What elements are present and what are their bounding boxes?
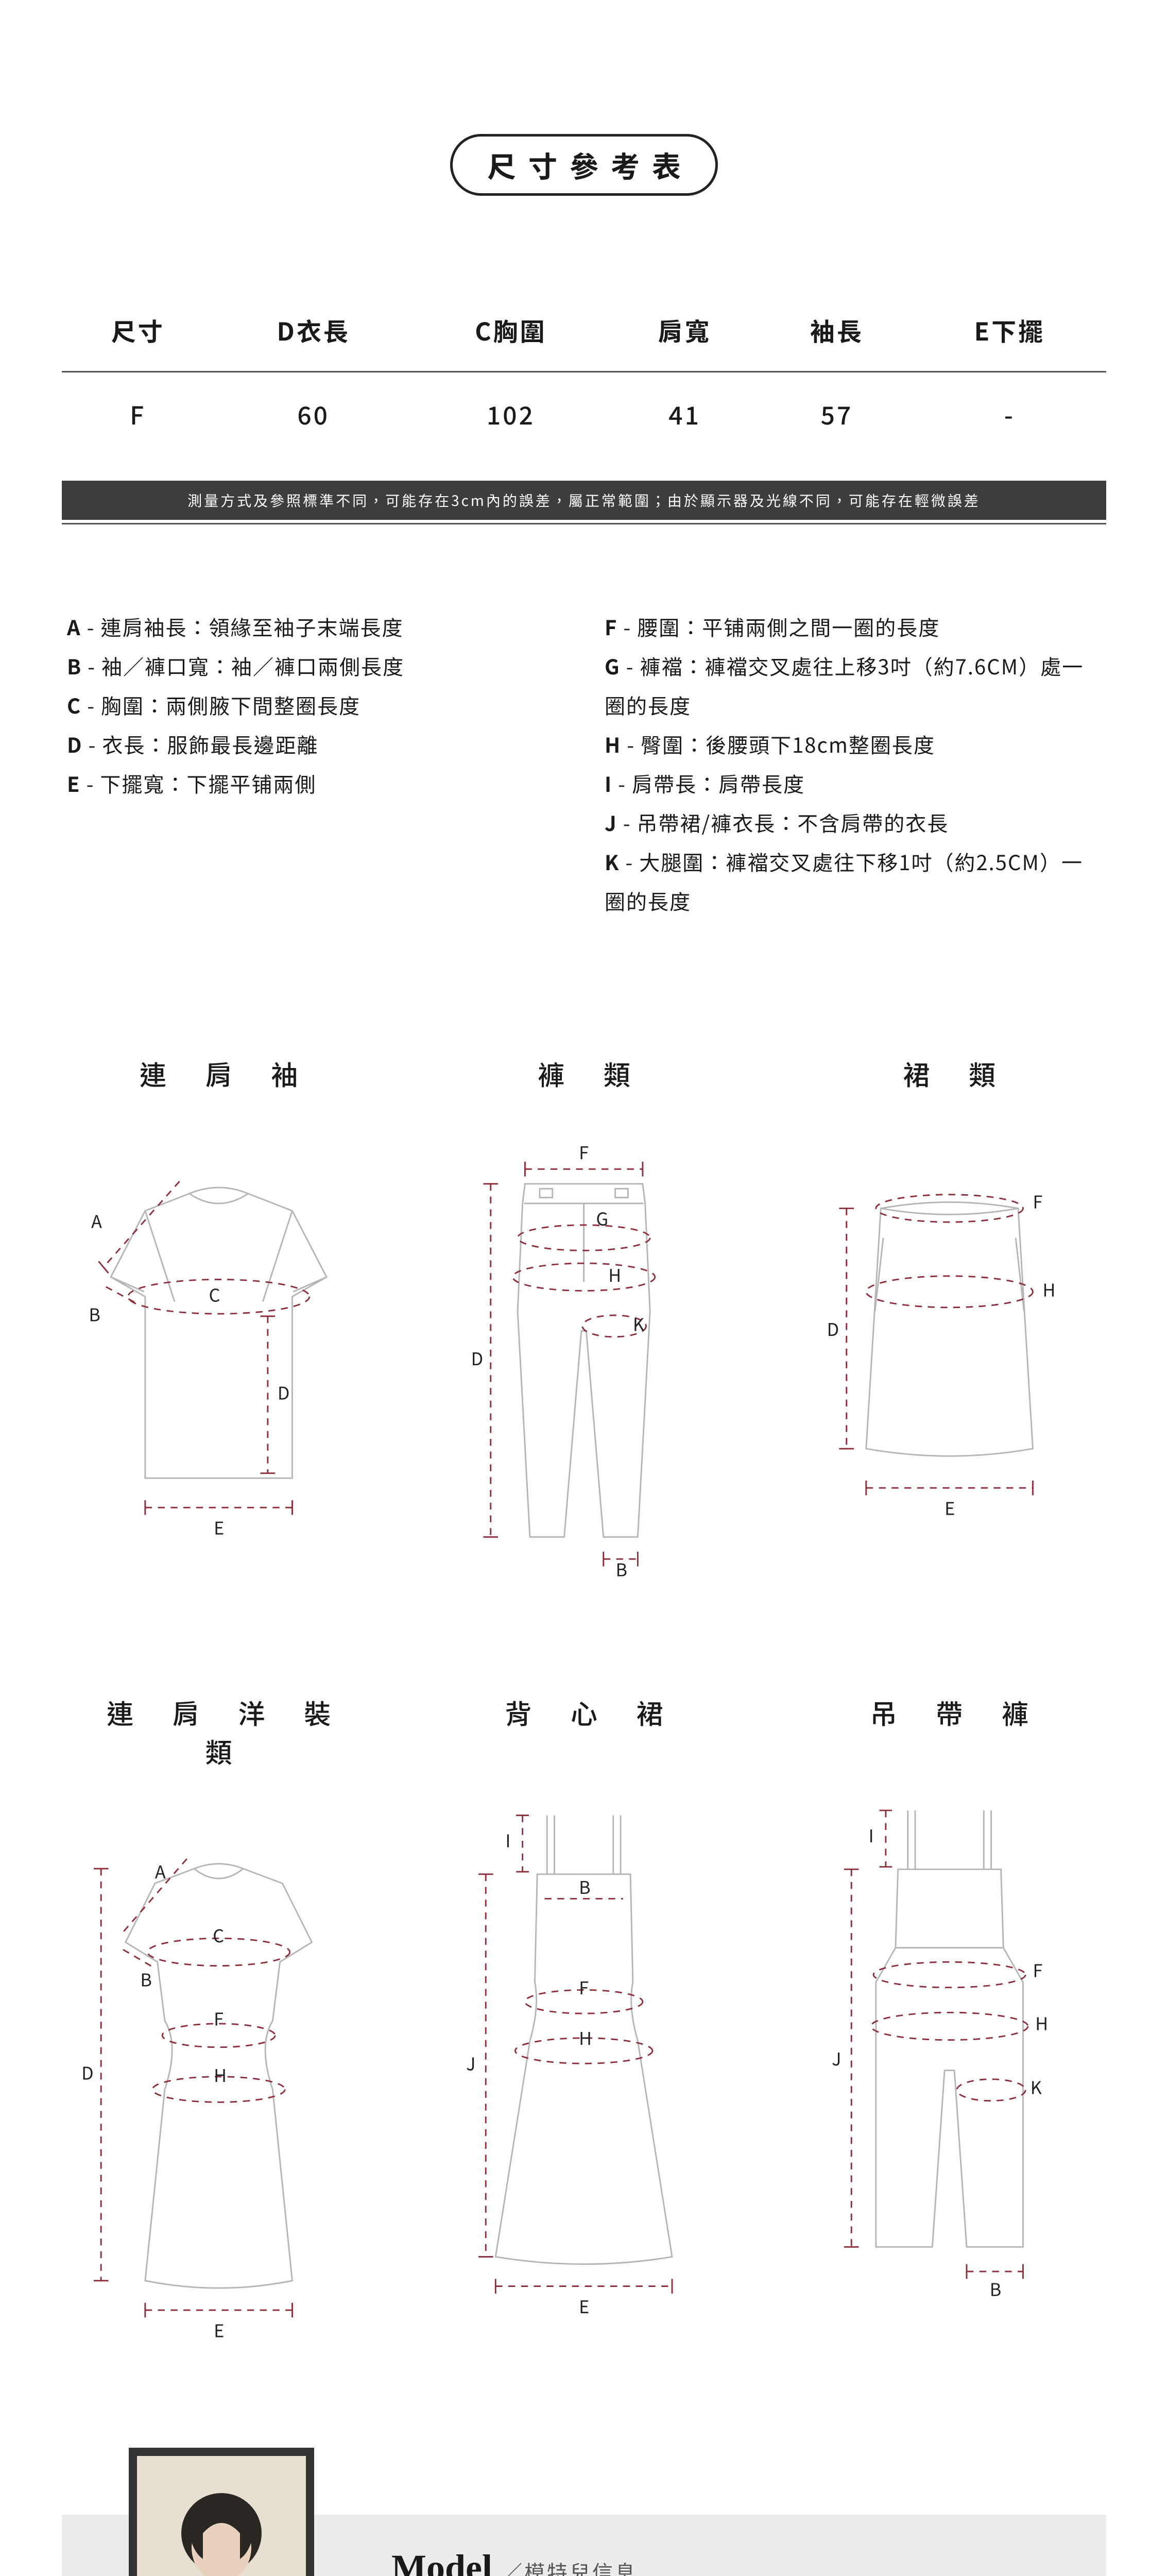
diagram-pants: F G H K D B <box>427 1124 741 1587</box>
legend: A - 連肩袖長：領緣至袖子末端長度 B - 袖／褲口寬：袖／褲口兩側長度 C … <box>62 607 1106 920</box>
divider <box>62 523 1106 524</box>
svg-text:D: D <box>827 1315 839 1341</box>
diagram-title-raglan-dress: 連 肩 洋 裝 類 <box>62 1693 375 1770</box>
legend-e: E - 下擺寬：下擺平铺兩側 <box>67 764 563 803</box>
diagram-cami-dress: I B F H J E <box>427 1762 741 2329</box>
svg-text:J: J <box>466 2050 475 2076</box>
svg-text:D: D <box>278 1379 290 1405</box>
svg-text:I: I <box>868 1822 873 1848</box>
th-chest: C胸圍 <box>413 289 609 372</box>
svg-text:F: F <box>579 1139 589 1164</box>
diagram-grid: 連 肩 袖 A B C <box>62 1054 1106 2370</box>
size-table: 尺寸 D衣長 C胸圍 肩寬 袖長 E下擺 F 60 102 41 57 - <box>62 289 1106 455</box>
svg-text:B: B <box>579 1873 591 1899</box>
svg-text:D: D <box>81 2059 94 2084</box>
svg-text:C: C <box>209 1281 220 1307</box>
svg-text:B: B <box>89 1300 100 1326</box>
svg-text:K: K <box>1030 2073 1041 2099</box>
disclaimer-bar: 測量方式及參照標準不同，可能存在3cm內的誤差，屬正常範圍；由於顯示器及光線不同… <box>62 481 1106 523</box>
svg-text:E: E <box>214 2316 224 2342</box>
svg-text:H: H <box>579 2024 592 2050</box>
svg-text:H: H <box>1042 1276 1055 1302</box>
legend-d: D - 衣長：服飾最長邊距離 <box>67 724 563 764</box>
legend-h: H - 臀圍：後腰頭下18cm整圈長度 <box>605 724 1101 764</box>
svg-text:F: F <box>579 1974 589 1999</box>
diagram-title-pants: 褲 類 <box>427 1054 741 1093</box>
svg-text:A: A <box>91 1207 102 1233</box>
legend-a: A - 連肩袖長：領緣至袖子末端長度 <box>67 607 563 646</box>
legend-k: K - 大腿圍：褲襠交叉處往下移1吋（約2.5CM）一圈的長度 <box>605 842 1101 920</box>
table-row: F 60 102 41 57 - <box>62 372 1106 455</box>
diagram-title-overalls: 吊 帶 褲 <box>793 1693 1106 1732</box>
svg-text:E: E <box>579 2293 589 2318</box>
diagram-title-skirt: 裙 類 <box>793 1054 1106 1093</box>
svg-text:D: D <box>471 1345 484 1370</box>
diagram-title-raglan: 連 肩 袖 <box>62 1054 375 1093</box>
diagram-raglan: A B C D E <box>62 1124 375 1587</box>
legend-g: G - 褲襠：褲襠交叉處往上移3吋（約7.6CM）處一圈的長度 <box>605 646 1101 724</box>
svg-text:K: K <box>633 1310 644 1336</box>
svg-text:H: H <box>1035 2010 1048 2036</box>
diagram-overalls: I F H K J B <box>793 1762 1106 2329</box>
svg-text:E: E <box>944 1494 955 1520</box>
svg-text:I: I <box>506 1826 511 1852</box>
svg-text:F: F <box>214 2005 224 2031</box>
th-sleeve: 袖長 <box>761 289 913 372</box>
svg-text:H: H <box>609 1261 622 1287</box>
legend-f: F - 腰圍：平铺兩側之間一圈的長度 <box>605 607 1101 646</box>
svg-text:G: G <box>596 1205 609 1231</box>
legend-b: B - 袖／褲口寬：袖／褲口兩側長度 <box>67 646 563 685</box>
svg-text:B: B <box>989 2276 1001 2301</box>
svg-text:F: F <box>1033 1957 1042 1982</box>
svg-text:H: H <box>214 2061 227 2087</box>
th-hem: E下擺 <box>913 289 1106 372</box>
svg-text:J: J <box>832 2045 841 2071</box>
legend-i: I - 肩帶長：肩帶長度 <box>605 764 1101 803</box>
diagram-raglan-dress: A B C F H D <box>62 1801 375 2368</box>
legend-c: C - 胸圍：兩側腋下間整圈長度 <box>67 685 563 724</box>
th-size: 尺寸 <box>62 289 214 372</box>
th-length: D衣長 <box>214 289 413 372</box>
svg-text:C: C <box>213 1922 224 1947</box>
svg-text:B: B <box>616 1555 628 1581</box>
model-heading: Model ／模特兒信息 <box>391 2547 876 2576</box>
page-title: 尺寸參考表 <box>450 134 718 196</box>
svg-text:F: F <box>1033 1188 1042 1213</box>
model-info-bar: @蹦蹦 Model ／模特兒信息 +身高：168cm +試穿尺寸：M/均碼 +體… <box>62 2515 1106 2576</box>
th-shoulder: 肩寬 <box>609 289 761 372</box>
svg-text:A: A <box>155 1858 166 1884</box>
diagram-skirt: F H D E <box>793 1124 1106 1587</box>
legend-j: J - 吊帶裙/褲衣長：不含肩帶的衣長 <box>605 803 1101 842</box>
model-photo <box>129 2448 314 2576</box>
svg-text:B: B <box>140 1966 152 1992</box>
svg-text:E: E <box>214 1514 224 1540</box>
diagram-title-cami-dress: 背 心 裙 <box>427 1693 741 1732</box>
